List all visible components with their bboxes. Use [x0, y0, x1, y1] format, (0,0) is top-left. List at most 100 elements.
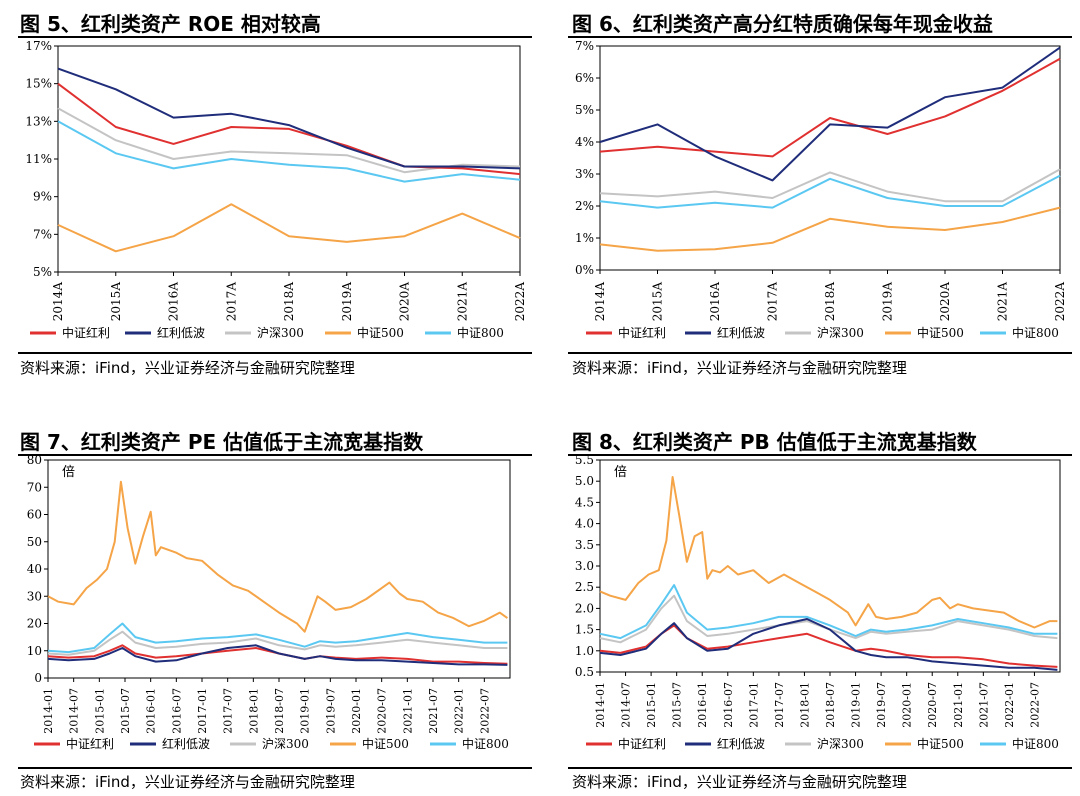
- legend-label: 中证800: [462, 736, 509, 751]
- pe-chart: 0 10 20 30 40 50 60 70 80 倍 2014-01 2014-07 2015-01 2…: [27, 453, 511, 751]
- legend-label: 红利低波: [717, 325, 765, 340]
- y-tick-label: 9%: [33, 190, 52, 204]
- x-tick-label: 2014-07: [68, 688, 81, 734]
- legend-label: 沪深300: [817, 326, 864, 340]
- title-rule: [18, 454, 532, 456]
- source-text: 资料来源：iFind，兴业证券经济与金融研究院整理: [572, 773, 907, 791]
- y-tick-label: 60: [27, 508, 42, 522]
- chart-title: 图 8、红利类资产 PB 估值低于主流宽基指数: [572, 430, 977, 454]
- series-line: [599, 57, 1061, 158]
- legend-label: 红利低波: [717, 736, 765, 751]
- x-tick-label: 2021-07: [427, 688, 440, 734]
- y-tick-label: 1.5: [575, 623, 594, 637]
- x-tick-label: 2020-01: [901, 682, 914, 728]
- title-rule: [568, 36, 1072, 38]
- y-tick-label: 4.5: [575, 495, 594, 509]
- x-tick-label: 2016-07: [170, 688, 183, 734]
- y-tick-label: 20: [27, 617, 42, 631]
- x-tick-label: 2014-01: [594, 682, 607, 728]
- series-line: [599, 594, 1058, 644]
- x-tick-label: 2019-07: [875, 682, 888, 728]
- x-tick-label: 2021-01: [952, 682, 965, 728]
- chart-title: 图 6、红利类资产高分红特质确保每年现金收益: [572, 12, 993, 36]
- series-line: [57, 82, 521, 176]
- x-tick-label: 2017-07: [222, 688, 235, 734]
- y-tick-label: 0%: [575, 263, 594, 277]
- legend-label: 中证红利: [618, 736, 666, 751]
- legend-label: 中证500: [357, 325, 404, 340]
- y-tick-label: 3.5: [575, 538, 594, 552]
- x-tick-label: 2018A: [823, 282, 837, 322]
- series-line: [57, 203, 521, 253]
- chart-title: 图 5、红利类资产 ROE 相对较高: [20, 12, 321, 36]
- x-tick-label: 2015-07: [119, 688, 132, 734]
- x-tick-label: 2016A: [708, 282, 722, 322]
- series-line: [599, 476, 1058, 629]
- plot-frame: [57, 45, 521, 273]
- x-tick-label: 2018-01: [247, 688, 260, 734]
- x-tick-label: 2022-07: [478, 688, 491, 734]
- x-tick-label: 2017A: [766, 282, 780, 322]
- legend-label: 沪深300: [262, 737, 309, 751]
- x-tick-label: 2016-07: [722, 682, 735, 728]
- x-tick-label: 2014A: [593, 282, 607, 322]
- x-tick-label: 2015A: [109, 282, 123, 322]
- series-line: [47, 480, 508, 633]
- x-tick-label: 2018A: [282, 282, 296, 322]
- title-rule: [18, 36, 532, 38]
- series-line: [599, 206, 1061, 252]
- y-tick-label: 5.0: [575, 474, 594, 488]
- x-tick-label: 2021A: [455, 282, 469, 322]
- x-tick-label: 2014A: [51, 282, 65, 322]
- source-rule: [18, 352, 532, 354]
- legend-label: 中证500: [362, 736, 409, 751]
- legend-label: 中证500: [917, 736, 964, 751]
- legend-label: 红利低波: [157, 325, 205, 340]
- y-tick-label: 80: [27, 453, 42, 467]
- y-tick-label: 10: [27, 644, 42, 658]
- x-tick-label: 2019-07: [324, 688, 337, 734]
- source-rule: [568, 767, 1072, 769]
- legend-label: 沪深300: [817, 737, 864, 751]
- series-line: [57, 107, 521, 174]
- y-tick-label: 1%: [575, 231, 594, 245]
- y-tick-label: 11%: [25, 152, 52, 166]
- x-tick-label: 2019-01: [299, 688, 312, 734]
- series-line: [599, 624, 1058, 668]
- x-tick-label: 2022-01: [453, 688, 466, 734]
- x-tick-label: 2014-07: [620, 682, 633, 728]
- y-tick-label: 6%: [575, 71, 594, 85]
- x-tick-label: 2022-07: [1028, 682, 1041, 728]
- chart-title: 图 7、红利类资产 PE 估值低于主流宽基指数: [20, 430, 424, 454]
- legend-label: 中证800: [1012, 325, 1059, 340]
- series-line: [57, 120, 521, 183]
- panel-pb: 图 8、红利类资产 PB 估值低于主流宽基指数 0.5 1.0 1.5 2.0 2.5 3…: [540, 398, 1080, 796]
- x-tick-label: 2022A: [1053, 282, 1067, 322]
- x-tick-label: 2022A: [513, 282, 527, 322]
- x-tick-label: 2018-01: [798, 682, 811, 728]
- dividend-yield-chart: 0% 1% 2% 3% 4% 5% 6% 7% 2014A 2015A 2016A 2017A 2018…: [575, 39, 1067, 340]
- series-line: [599, 168, 1061, 203]
- y-tick-label: 2.5: [575, 580, 594, 594]
- y-tick-label: 7%: [575, 39, 594, 53]
- x-tick-label: 2016A: [167, 282, 181, 322]
- x-tick-label: 2016-01: [145, 688, 158, 734]
- x-tick-label: 2015-07: [671, 682, 684, 728]
- series-line: [47, 644, 508, 665]
- y-tick-label: 3%: [575, 167, 594, 181]
- x-tick-label: 2016-01: [696, 682, 709, 728]
- legend-label: 中证800: [1012, 736, 1059, 751]
- x-tick-label: 2017-01: [196, 688, 209, 734]
- x-tick-label: 2015-01: [645, 682, 658, 728]
- y-tick-label: 1.0: [575, 644, 594, 658]
- series-line: [599, 584, 1058, 640]
- legend-label: 中证500: [917, 325, 964, 340]
- x-tick-label: 2021-07: [977, 682, 990, 728]
- y-tick-label: 13%: [25, 114, 52, 128]
- pb-chart: 0.5 1.0 1.5 2.0 2.5 3.0 3.5 4.0 4.5 5.0 5.5 倍 2014-0…: [575, 453, 1061, 751]
- roe-chart: 5% 7% 9% 11% 13% 15% 17% 2014A 2015A 2016A 2017A 20…: [25, 39, 527, 340]
- source-text: 资料来源：iFind，兴业证券经济与金融研究院整理: [20, 359, 355, 377]
- x-tick-label: 2019A: [340, 282, 354, 322]
- x-tick-label: 2018-07: [824, 682, 837, 728]
- y-tick-label: 30: [27, 589, 42, 603]
